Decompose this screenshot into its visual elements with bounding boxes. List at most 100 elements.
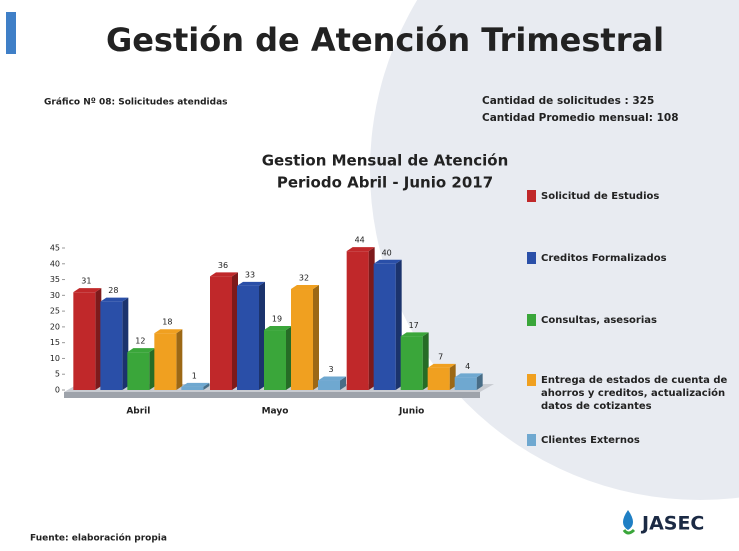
y-tick-label: 0 bbox=[55, 386, 60, 395]
data-label: 32 bbox=[299, 274, 309, 283]
bar bbox=[373, 263, 396, 390]
bar-top bbox=[373, 259, 402, 264]
background-shape bbox=[370, 0, 739, 500]
bar-top bbox=[73, 288, 102, 293]
logo-icon bbox=[623, 510, 633, 530]
bar bbox=[454, 377, 477, 390]
x-tick-label: Junio bbox=[398, 407, 424, 417]
data-label: 4 bbox=[465, 362, 470, 371]
y-tick-label: 10 bbox=[50, 354, 60, 363]
accent-bar bbox=[6, 12, 16, 54]
data-label: 12 bbox=[135, 337, 145, 346]
bar bbox=[427, 367, 450, 390]
bar-top bbox=[427, 363, 456, 368]
bar bbox=[100, 301, 123, 390]
bar-side bbox=[95, 288, 102, 390]
bar-side bbox=[395, 259, 402, 390]
slide-title: Gestión de Atención Trimestral bbox=[106, 21, 664, 59]
bar bbox=[210, 276, 232, 390]
y-tick-label: 30 bbox=[50, 291, 60, 300]
logo: JASEC bbox=[640, 513, 704, 535]
legend-label: Creditos Formalizados bbox=[541, 253, 667, 264]
chart-subtitle: Periodo Abril - Junio 2017 bbox=[277, 174, 493, 192]
bar bbox=[237, 285, 259, 390]
bar bbox=[291, 289, 313, 390]
bar-top bbox=[154, 329, 183, 334]
chart-title: Gestion Mensual de Atención bbox=[262, 152, 509, 170]
y-tick-label: 20 bbox=[50, 322, 60, 331]
legend-label: Solicitud de Estudios bbox=[541, 191, 660, 202]
legend-swatch bbox=[527, 190, 536, 202]
caption: Gráfico Nº 08: Solicitudes atendidas bbox=[44, 98, 228, 108]
legend-entry: Solicitud de Estudios bbox=[527, 190, 732, 203]
bar bbox=[127, 352, 150, 390]
bar bbox=[264, 330, 286, 390]
legend-swatch bbox=[527, 374, 536, 386]
logo-icon bbox=[622, 528, 636, 535]
bar-side bbox=[176, 329, 183, 390]
bar-top bbox=[346, 247, 375, 252]
bar-side bbox=[313, 285, 319, 390]
bar-top bbox=[237, 281, 265, 286]
bar-top bbox=[127, 348, 156, 353]
bar bbox=[181, 386, 204, 390]
bar-side bbox=[232, 272, 238, 390]
legend-label: Clientes Externos bbox=[541, 435, 640, 446]
y-tick-label: 45 bbox=[50, 244, 60, 253]
data-label: 19 bbox=[272, 315, 282, 324]
bar-top bbox=[291, 285, 319, 290]
data-label: 44 bbox=[355, 236, 365, 245]
bar-top bbox=[100, 297, 129, 302]
data-label: 3 bbox=[328, 365, 333, 374]
total: Cantidad de solicitudes : 325 bbox=[482, 95, 654, 107]
legend-swatch bbox=[527, 434, 536, 446]
bar-side bbox=[368, 247, 375, 390]
bar bbox=[318, 380, 340, 390]
bar-top bbox=[318, 376, 346, 381]
legend-entry: Entrega de estados de cuenta de ahorros … bbox=[527, 374, 732, 413]
y-tick-label: 25 bbox=[50, 307, 60, 316]
bar-side bbox=[340, 376, 346, 390]
bar-side bbox=[449, 363, 456, 390]
data-label: 36 bbox=[218, 261, 228, 270]
data-label: 28 bbox=[108, 286, 118, 295]
data-label: 1 bbox=[192, 371, 197, 380]
bar-side bbox=[149, 348, 156, 390]
average: Cantidad Promedio mensual: 108 bbox=[482, 112, 679, 124]
bar bbox=[73, 292, 96, 390]
data-label: 31 bbox=[81, 277, 91, 286]
legend-label: Entrega de estados de cuenta de ahorros … bbox=[541, 375, 728, 412]
data-label: 7 bbox=[438, 352, 443, 361]
bar-side bbox=[203, 382, 210, 390]
y-tick-label: 15 bbox=[50, 338, 60, 347]
legend-entry: Consultas, asesorias bbox=[527, 314, 732, 327]
x-tick-label: Mayo bbox=[262, 407, 289, 417]
bar-top bbox=[210, 272, 238, 277]
y-tick-label: 5 bbox=[55, 370, 60, 379]
bar-side bbox=[122, 297, 129, 390]
bar-side bbox=[259, 281, 265, 390]
data-label: 40 bbox=[382, 248, 392, 257]
bar-top bbox=[181, 382, 210, 387]
legend-entry: Creditos Formalizados bbox=[527, 252, 732, 265]
bar-side bbox=[422, 332, 429, 390]
bar-side bbox=[286, 326, 292, 390]
legend-swatch bbox=[527, 252, 536, 264]
data-label: 33 bbox=[245, 270, 255, 279]
data-label: 18 bbox=[162, 318, 172, 327]
bar-side bbox=[476, 373, 483, 390]
bar bbox=[154, 333, 177, 390]
bar-top bbox=[400, 332, 429, 337]
bar-top bbox=[264, 326, 292, 331]
bar bbox=[346, 251, 369, 390]
legend-entry: Clientes Externos bbox=[527, 434, 732, 447]
data-label: 17 bbox=[409, 321, 419, 330]
legend-label: Consultas, asesorias bbox=[541, 315, 657, 326]
source: Fuente: elaboración propia bbox=[30, 533, 167, 544]
bar bbox=[400, 336, 423, 390]
legend-swatch bbox=[527, 314, 536, 326]
bar-top bbox=[454, 373, 483, 378]
floor bbox=[64, 392, 480, 398]
